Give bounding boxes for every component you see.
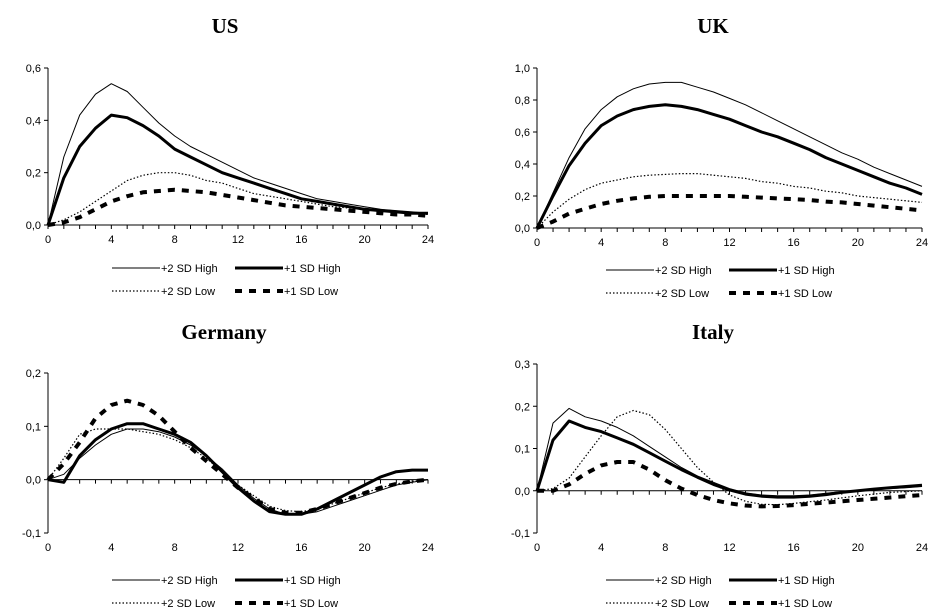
x-tick-label-uk: 0 [534,237,540,249]
series-line-1-sd-low-italy [537,460,923,509]
x-tick-label-us: 20 [359,234,371,246]
panel-title-germany: Germany [181,320,267,344]
panel-italy: Italy -0,1 0,0 0,1 0,2 0,3 0 4 8 12 16 20 24 +2 SD Hi… [511,320,928,607]
legend-label-1-sd-high: +1 SD High [284,263,341,275]
legend-label-1-sd-high: +1 SD High [778,265,835,277]
y-tick-label-uk: 0,6 [515,127,530,139]
x-tick-label-italy: 12 [723,542,735,554]
x-tick-label-uk: 8 [662,237,668,249]
x-tick-label-germany: 4 [108,542,114,554]
y-tick-label-uk: 0,2 [515,191,530,203]
y-tick-label-italy: 0,2 [515,401,530,413]
panel-title-uk: UK [697,14,729,38]
legend-label-2-sd-high: +2 SD High [161,575,218,587]
legend-uk: +2 SD High +1 SD High +2 SD Low +1 SD Low [606,265,835,300]
panel-uk: UK 0,0 0,2 0,4 0,6 0,8 1,0 0 4 8 12 16 20 24 +2 SD Hig… [515,14,928,300]
x-tick-label-us: 4 [108,234,114,246]
legend-label-2-sd-low: +2 SD Low [655,598,709,607]
x-tick-label-germany: 24 [422,542,434,554]
y-tick-label-italy: 0,3 [515,359,530,371]
x-tick-label-germany: 8 [172,542,178,554]
legend-label-2-sd-low: +2 SD Low [161,598,215,607]
y-tick-label-us: 0,6 [26,63,41,75]
x-tick-label-uk: 4 [598,237,604,249]
legend-label-2-sd-high: +2 SD High [655,265,712,277]
series-line-2-sd-high-us [47,83,429,226]
legend-label-2-sd-low: +2 SD Low [655,288,709,300]
panel-title-us: US [212,14,239,38]
x-tick-label-us: 24 [422,234,434,246]
legend-label-1-sd-low: +1 SD Low [778,288,832,300]
x-tick-label-germany: 20 [359,542,371,554]
x-tick-label-italy: 4 [598,542,604,554]
series-line-1-sd-high-italy [535,419,923,499]
y-tick-label-germany: -0,1 [22,528,41,540]
series-line-1-sd-high-germany [47,422,428,516]
series-line-2-sd-low-uk [536,173,923,229]
x-tick-label-italy: 16 [788,542,800,554]
x-tick-label-us: 16 [295,234,307,246]
y-tick-label-uk: 1,0 [515,63,530,75]
legend-label-1-sd-high: +1 SD High [778,575,835,587]
legend-label-1-sd-low: +1 SD Low [284,286,338,298]
x-tick-label-italy: 20 [852,542,864,554]
legend-label-1-sd-low: +1 SD Low [778,598,832,607]
legend-germany: +2 SD High +1 SD High +2 SD Low +1 SD Low [112,575,341,607]
series-line-2-sd-high-italy [536,407,923,497]
panel-germany: Germany -0,1 0,0 0,1 0,2 0 4 8 12 16 20 24 +2 SD Hig… [22,320,434,607]
x-tick-label-us: 12 [232,234,244,246]
x-tick-label-italy: 0 [534,542,540,554]
x-tick-label-germany: 12 [232,542,244,554]
x-tick-label-uk: 16 [788,237,800,249]
x-tick-label-germany: 0 [45,542,51,554]
y-tick-label-us: 0,2 [26,168,41,180]
x-tick-label-uk: 24 [916,237,928,249]
series-line-1-sd-low-uk [536,194,923,230]
series-line-1-sd-low-us [47,187,429,227]
x-tick-label-us: 0 [45,234,51,246]
x-tick-label-uk: 12 [723,237,735,249]
panel-title-italy: Italy [692,320,735,344]
legend-label-2-sd-high: +2 SD High [161,263,218,275]
y-tick-label-us: 0,0 [26,220,41,232]
y-tick-label-uk: 0,0 [515,223,530,235]
series-line-2-sd-low-italy [536,409,923,506]
y-tick-label-uk: 0,8 [515,95,530,107]
legend-label-1-sd-low: +1 SD Low [284,598,338,607]
panel-us: US 0,0 0,2 0,4 0,6 0 4 8 12 16 20 24 +2 SD High +1 SD… [26,14,434,298]
legend-italy: +2 SD High +1 SD High +2 SD Low +1 SD Low [606,575,835,607]
legend-label-2-sd-high: +2 SD High [655,575,712,587]
x-tick-label-uk: 20 [852,237,864,249]
series-line-2-sd-high-uk [536,81,923,229]
y-tick-label-us: 0,4 [26,115,41,127]
y-tick-label-germany: 0,2 [26,368,41,380]
legend-label-2-sd-low: +2 SD Low [161,286,215,298]
y-tick-label-italy: 0,0 [515,486,530,498]
y-tick-label-germany: 0,1 [26,421,41,433]
x-tick-label-italy: 24 [916,542,928,554]
series-line-1-sd-high-us [46,113,428,226]
series-line-2-sd-low-germany [47,428,429,513]
x-tick-label-italy: 8 [662,542,668,554]
series-line-2-sd-high-germany [47,428,429,515]
series-line-1-sd-low-germany [46,398,429,515]
y-tick-label-italy: -0,1 [511,528,530,540]
legend-label-1-sd-high: +1 SD High [284,575,341,587]
x-tick-label-us: 8 [172,234,178,246]
series-line-1-sd-high-uk [535,103,923,229]
y-tick-label-germany: 0,0 [26,475,41,487]
x-tick-label-germany: 16 [295,542,307,554]
legend-us: +2 SD High +1 SD High +2 SD Low +1 SD Low [112,263,341,298]
y-tick-label-uk: 0,4 [515,159,530,171]
y-tick-label-italy: 0,1 [515,444,530,456]
